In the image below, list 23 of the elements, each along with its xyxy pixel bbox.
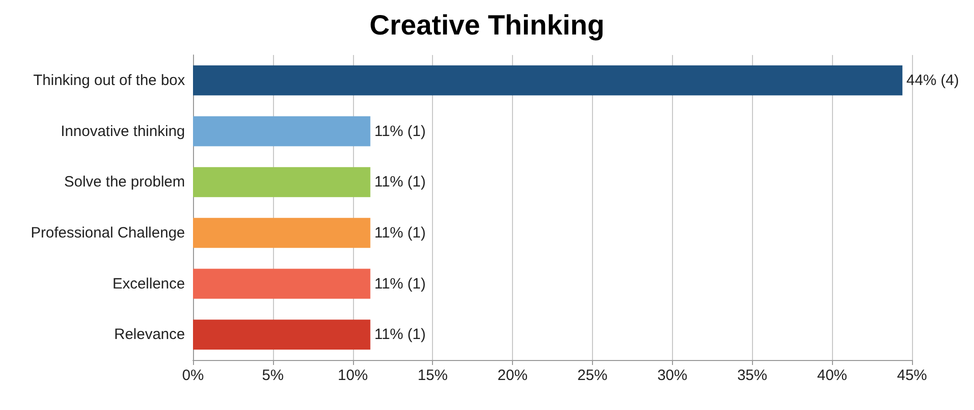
x-tick-label: 10% bbox=[338, 367, 368, 384]
y-tick-label: Excellence bbox=[112, 275, 185, 292]
x-tick-label: 5% bbox=[262, 367, 284, 384]
y-tick-label: Solve the problem bbox=[64, 174, 185, 191]
x-tick-label: 45% bbox=[896, 367, 928, 384]
x-tick-label: 15% bbox=[418, 367, 448, 384]
data-label: 11% (1) bbox=[374, 326, 426, 344]
y-tick-label: Innovative thinking bbox=[60, 122, 185, 140]
data-label: 11% (1) bbox=[374, 275, 426, 292]
x-tick-label: 25% bbox=[577, 367, 608, 384]
data-label: 11% (1) bbox=[374, 122, 426, 140]
data-label: 11% (1) bbox=[374, 174, 426, 191]
chart-title: Creative Thinking bbox=[370, 10, 604, 40]
x-tick-label: 40% bbox=[817, 367, 848, 384]
x-tick-label: 0% bbox=[182, 367, 204, 384]
data-label: 44% (4) bbox=[906, 72, 959, 89]
y-tick-label: Professional Challenge bbox=[30, 224, 185, 242]
y-tick-label: Thinking out of the box bbox=[33, 72, 186, 89]
x-tick-label: 35% bbox=[737, 367, 768, 384]
x-tick-label: 30% bbox=[657, 367, 688, 384]
y-tick-label: Relevance bbox=[114, 326, 185, 344]
x-tick-label: 20% bbox=[498, 367, 528, 384]
data-label: 11% (1) bbox=[374, 224, 426, 242]
